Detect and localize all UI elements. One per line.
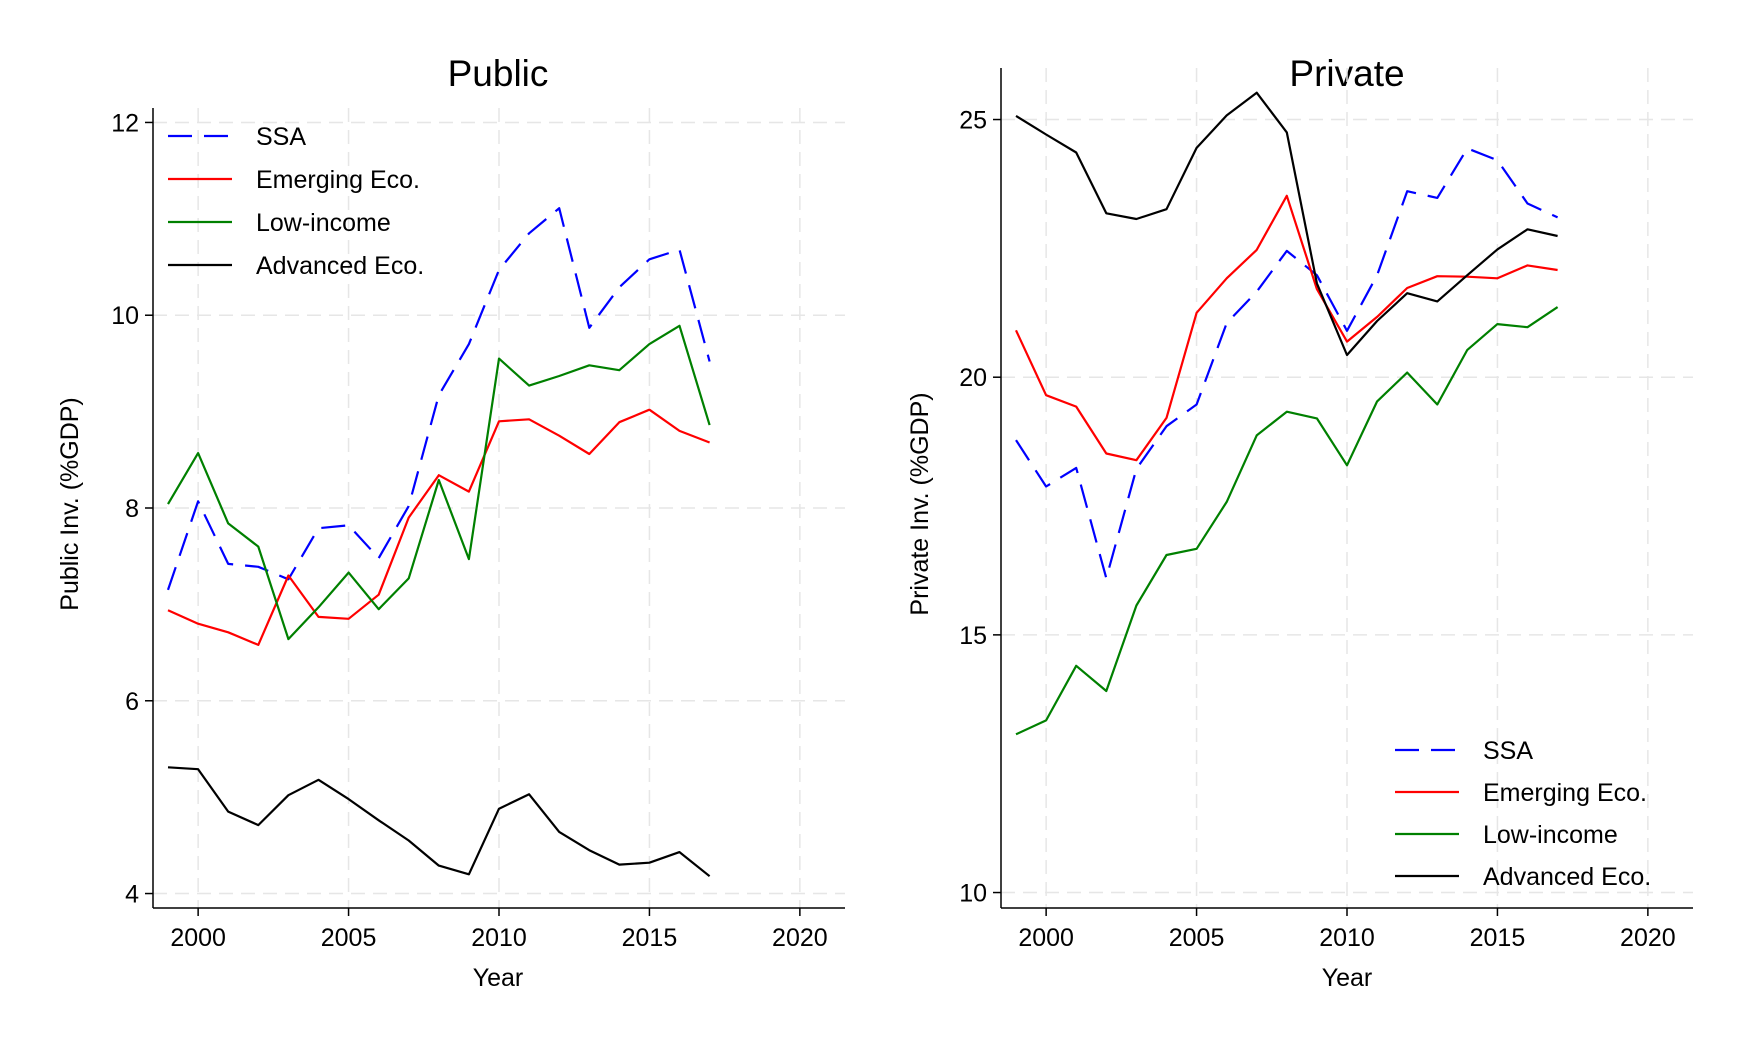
x-tick-label: 2020 <box>772 924 828 952</box>
x-tick-label: 2000 <box>170 924 226 952</box>
y-tick-label: 10 <box>111 302 139 330</box>
y-tick-label: 15 <box>959 622 987 650</box>
legend-label: Low-income <box>256 209 391 237</box>
legend-label: Advanced Eco. <box>1483 863 1651 891</box>
legend-label: Low-income <box>1483 821 1618 849</box>
series-line-advanced-eco <box>1015 91 1558 357</box>
x-tick-label: 2015 <box>1470 924 1526 952</box>
series-line-emerging-eco <box>1015 194 1558 462</box>
series-line-advanced-eco <box>167 766 711 878</box>
chart-title: Public <box>448 53 549 94</box>
series-line-ssa <box>1015 147 1559 580</box>
y-axis-label: Private Inv. (%GDP) <box>906 392 934 615</box>
x-tick-label: 2000 <box>1018 924 1074 952</box>
series-line-emerging-eco <box>167 408 710 647</box>
y-tick-label: 6 <box>125 688 139 716</box>
legend-label: Advanced Eco. <box>256 252 424 280</box>
x-axis-label: Year <box>1322 964 1373 992</box>
legend: SSA Emerging Eco. Low-income Advanced Eco. <box>1395 737 1651 891</box>
series-line-low-income <box>1015 306 1559 736</box>
public-panel: Public Year Public Inv. (%GDP) 2000 2005 2… <box>56 53 845 992</box>
series-line-ssa <box>166 207 711 591</box>
y-axis-label: Public Inv. (%GDP) <box>56 397 84 610</box>
y-tick-label: 4 <box>125 881 139 909</box>
legend-label: SSA <box>1483 737 1533 765</box>
legend-label: Emerging Eco. <box>256 166 420 194</box>
y-tick-label: 10 <box>959 880 987 908</box>
y-tick-label: 8 <box>125 495 139 523</box>
y-tick-label: 25 <box>959 107 987 135</box>
legend-label: SSA <box>256 123 306 151</box>
x-tick-label: 2010 <box>1319 924 1375 952</box>
x-tick-label: 2005 <box>321 924 377 952</box>
legend-label: Emerging Eco. <box>1483 779 1647 807</box>
y-tick-label: 20 <box>959 364 987 392</box>
x-tick-label: 2010 <box>471 924 527 952</box>
x-tick-label: 2020 <box>1620 924 1676 952</box>
x-tick-label: 2015 <box>622 924 678 952</box>
legend: SSA Emerging Eco. Low-income Advanced Eco. <box>168 123 424 280</box>
series-line-low-income <box>167 324 711 641</box>
x-axis-label: Year <box>473 964 524 992</box>
private-panel: Private Year Private Inv. (%GDP) 2000 200… <box>906 53 1693 992</box>
x-tick-label: 2005 <box>1169 924 1225 952</box>
y-tick-label: 12 <box>111 109 139 137</box>
